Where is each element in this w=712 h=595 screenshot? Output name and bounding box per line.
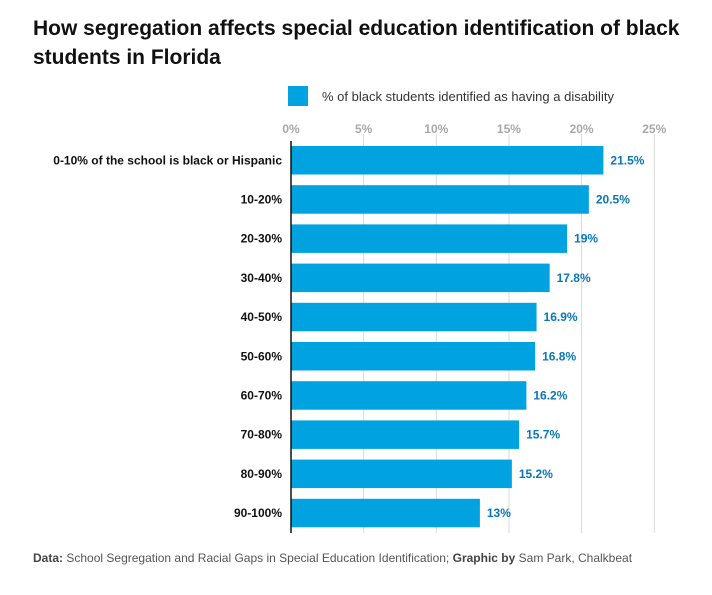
bar [291, 263, 550, 293]
footer-graphic-text: Sam Park, Chalkbeat [518, 551, 633, 565]
value-label: 13% [487, 506, 511, 520]
value-label: 19% [574, 232, 598, 246]
value-label: 16.9% [544, 310, 578, 324]
category-label: 0-10% of the school is black or Hispanic [53, 153, 282, 167]
value-label: 17.8% [557, 271, 591, 285]
bar [291, 302, 537, 332]
x-tick-label: 10% [424, 122, 448, 136]
category-label: 90-100% [234, 506, 282, 520]
category-label: 20-30% [241, 232, 283, 246]
category-label: 50-60% [241, 349, 283, 363]
bar [291, 185, 589, 214]
value-label: 15.7% [526, 428, 560, 442]
chart-title: How segregation affects special educatio… [33, 17, 680, 69]
bar [291, 224, 568, 253]
footer-data-label: Data: [33, 551, 64, 565]
bar [291, 459, 512, 489]
value-label: 21.5% [610, 153, 644, 167]
value-label: 16.8% [542, 349, 576, 363]
x-tick-label: 0% [282, 122, 300, 136]
category-label: 70-80% [241, 428, 283, 442]
bar [291, 498, 480, 528]
x-tick-label: 15% [497, 122, 521, 136]
category-label: 80-90% [241, 467, 283, 481]
category-label: 10-20% [241, 192, 283, 206]
legend-label: % of black students identified as having… [322, 88, 614, 104]
bar [291, 420, 520, 449]
category-label: 60-70% [241, 388, 283, 402]
bar [291, 342, 536, 371]
x-tick-label: 20% [570, 122, 594, 136]
bar [291, 146, 604, 175]
value-label: 15.2% [519, 467, 553, 481]
category-label: 30-40% [241, 271, 283, 285]
footer-data-text: School Segregation and Racial Gaps in Sp… [66, 551, 450, 565]
value-label: 20.5% [596, 192, 630, 206]
bar-chart: 0% 5% 10% 15% 20% 25% 0-10% of the school is b… [53, 122, 667, 533]
bar [291, 381, 527, 410]
category-label: 40-50% [241, 310, 283, 324]
legend-swatch [288, 86, 308, 106]
legend: % of black students identified as having… [288, 86, 614, 106]
x-tick-label: 5% [355, 122, 373, 136]
footer-source: Data: School Segregation and Racial Gaps… [33, 551, 632, 565]
footer-graphic-label: Graphic by [452, 551, 516, 565]
x-tick-label: 25% [642, 122, 666, 136]
value-label: 16.2% [533, 388, 567, 402]
